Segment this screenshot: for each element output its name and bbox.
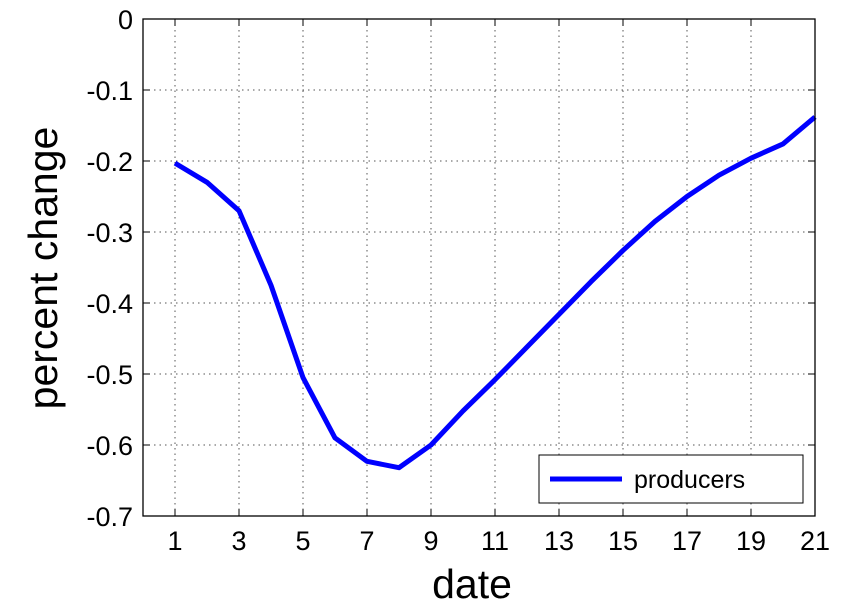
y-tick-label: -0.6: [86, 431, 133, 461]
y-tick-label: -0.5: [86, 360, 133, 390]
x-axis-label: date: [432, 561, 512, 607]
x-tick-label: 19: [736, 526, 766, 556]
series-layer: [173, 115, 817, 471]
ticks: [143, 18, 816, 517]
plot-frame: [142, 18, 816, 517]
x-tick-label: 11: [481, 526, 509, 556]
y-tick-label: 0: [118, 5, 133, 35]
x-tick-label: 9: [423, 526, 438, 556]
x-tick-label: 15: [608, 526, 638, 556]
x-tick-label: 13: [544, 526, 574, 556]
x-tick-label: 17: [672, 526, 702, 556]
y-tick-labels: 0 -0.1 -0.2 -0.3 -0.4 -0.5 -0.6 -0.7: [86, 5, 133, 532]
legend: producers: [538, 454, 804, 504]
legend-box: [538, 454, 804, 504]
plot-area: [143, 19, 815, 516]
x-tick-label: 7: [359, 526, 374, 556]
x-tick-label: 21: [800, 526, 830, 556]
x-tick-label: 1: [167, 526, 182, 556]
y-tick-label: -0.7: [86, 502, 133, 532]
y-axis-label: percent change: [20, 127, 66, 410]
y-tick-label: -0.2: [86, 147, 133, 177]
x-tick-label: 3: [231, 526, 246, 556]
y-tick-label: -0.4: [86, 289, 133, 319]
y-tick-label: -0.1: [86, 76, 133, 106]
x-tick-label: 5: [295, 526, 310, 556]
y-tick-label: -0.3: [86, 218, 133, 248]
legend-label-producers: producers: [634, 466, 745, 494]
x-tick-labels: 1 3 5 7 9 11 13 15 17 19 21: [167, 526, 830, 556]
